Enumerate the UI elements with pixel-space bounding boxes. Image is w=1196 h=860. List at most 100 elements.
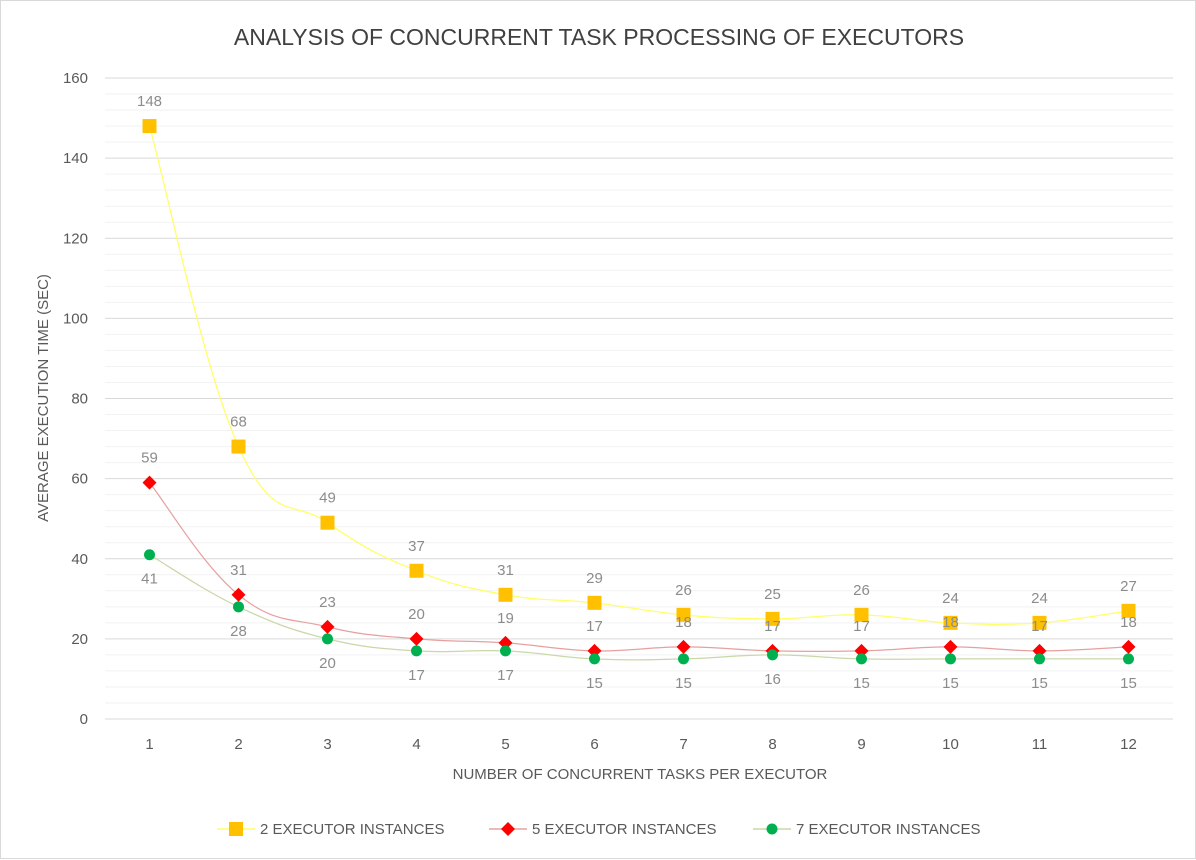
data-label: 24 — [1031, 590, 1048, 607]
data-label: 24 — [942, 590, 959, 607]
data-point — [498, 635, 513, 650]
data-label: 17 — [853, 618, 870, 635]
data-point — [1032, 643, 1047, 658]
data-label: 17 — [408, 667, 425, 684]
data-label: 16 — [764, 671, 781, 688]
x-tick-label: 4 — [412, 736, 420, 753]
data-point — [854, 607, 869, 622]
data-label: 31 — [497, 562, 514, 579]
data-point — [411, 645, 422, 657]
data-label: 17 — [764, 618, 781, 635]
data-label: 15 — [1031, 675, 1048, 692]
data-label: 15 — [942, 675, 959, 692]
data-point — [1032, 615, 1047, 630]
data-point — [943, 615, 958, 630]
legend-label: 2 EXECUTOR INSTANCES — [260, 821, 444, 838]
y-tick-label: 40 — [71, 551, 88, 568]
data-label: 37 — [408, 538, 425, 555]
data-label: 17 — [1031, 618, 1048, 635]
data-point — [765, 611, 780, 626]
x-tick-label: 2 — [234, 736, 242, 753]
data-labels: 148 68 49 37 31 29 26 25 26 24 24 27 59 31 23 20 19 17 18 1… — [137, 93, 1137, 692]
data-label: 29 — [586, 570, 603, 587]
data-point — [854, 643, 869, 658]
series-line-2 — [149, 482, 1129, 653]
data-label: 18 — [675, 614, 692, 631]
data-point — [498, 587, 513, 602]
data-point — [767, 649, 778, 661]
data-label: 28 — [230, 623, 247, 640]
x-tick-label: 5 — [501, 736, 509, 753]
data-point — [144, 549, 155, 561]
data-point — [587, 595, 602, 610]
data-label: 31 — [230, 562, 247, 579]
series-markers — [142, 119, 1136, 665]
legend-label: 5 EXECUTOR INSTANCES — [532, 821, 716, 838]
data-point — [409, 563, 424, 578]
x-tick-label: 12 — [1120, 736, 1137, 753]
x-tick-label: 3 — [323, 736, 331, 753]
data-label: 27 — [1120, 578, 1137, 595]
series-line-3 — [149, 554, 1129, 661]
data-point — [945, 653, 956, 665]
x-tick-label: 9 — [857, 736, 865, 753]
y-tick-label: 160 — [63, 70, 88, 87]
data-point — [320, 515, 335, 530]
y-tick-label: 20 — [71, 631, 88, 648]
data-label: 15 — [675, 675, 692, 692]
data-point — [589, 653, 600, 665]
y-tick-label: 140 — [63, 150, 88, 167]
data-label: 41 — [141, 571, 158, 588]
data-point — [142, 119, 157, 134]
x-tick-label: 11 — [1032, 736, 1048, 753]
y-tick-label: 0 — [80, 711, 88, 728]
data-label: 17 — [497, 667, 514, 684]
data-label: 59 — [141, 450, 158, 467]
x-tick-label: 7 — [679, 736, 687, 753]
y-tick-label: 80 — [71, 391, 88, 408]
data-point — [1123, 653, 1134, 665]
x-tick-label: 8 — [768, 736, 776, 753]
data-point — [587, 643, 602, 658]
data-point — [678, 653, 689, 665]
data-point — [856, 653, 867, 665]
legend-marker — [501, 822, 515, 836]
x-tick-label: 6 — [590, 736, 598, 753]
data-point — [500, 645, 511, 657]
data-point — [1034, 653, 1045, 665]
legend: 2 EXECUTOR INSTANCES 5 EXECUTOR INSTANCES… — [217, 821, 980, 838]
data-point — [676, 639, 691, 654]
data-label: 20 — [319, 655, 336, 672]
data-label: 26 — [675, 582, 692, 599]
data-label: 26 — [853, 582, 870, 599]
data-label: 68 — [230, 414, 247, 431]
legend-item: 2 EXECUTOR INSTANCES — [217, 821, 444, 838]
data-point — [231, 587, 246, 602]
data-point — [1121, 639, 1136, 654]
gridlines — [105, 77, 1173, 704]
data-point — [322, 633, 333, 645]
data-label: 15 — [1120, 675, 1137, 692]
y-tick-label: 120 — [63, 230, 88, 247]
x-tick-label: 10 — [942, 736, 959, 753]
series-line-1 — [148, 125, 1129, 625]
chart-title: ANALYSIS OF CONCURRENT TASK PROCESSING O… — [234, 24, 964, 50]
data-point — [231, 439, 246, 454]
legend-item: 5 EXECUTOR INSTANCES — [489, 821, 716, 838]
data-point — [1121, 603, 1136, 618]
x-axis-title: NUMBER OF CONCURRENT TASKS PER EXECUTOR — [453, 766, 828, 783]
y-axis-title: AVERAGE EXECUTION TIME (SEC) — [35, 274, 52, 522]
x-tick-label: 1 — [145, 736, 153, 753]
data-label: 15 — [853, 675, 870, 692]
data-label: 19 — [497, 610, 514, 627]
legend-marker — [229, 822, 243, 836]
data-label: 148 — [137, 93, 162, 110]
legend-label: 7 EXECUTOR INSTANCES — [796, 821, 980, 838]
data-point — [943, 639, 958, 654]
legend-marker — [766, 823, 778, 835]
data-label: 25 — [764, 586, 781, 603]
y-tick-label: 60 — [71, 471, 88, 488]
